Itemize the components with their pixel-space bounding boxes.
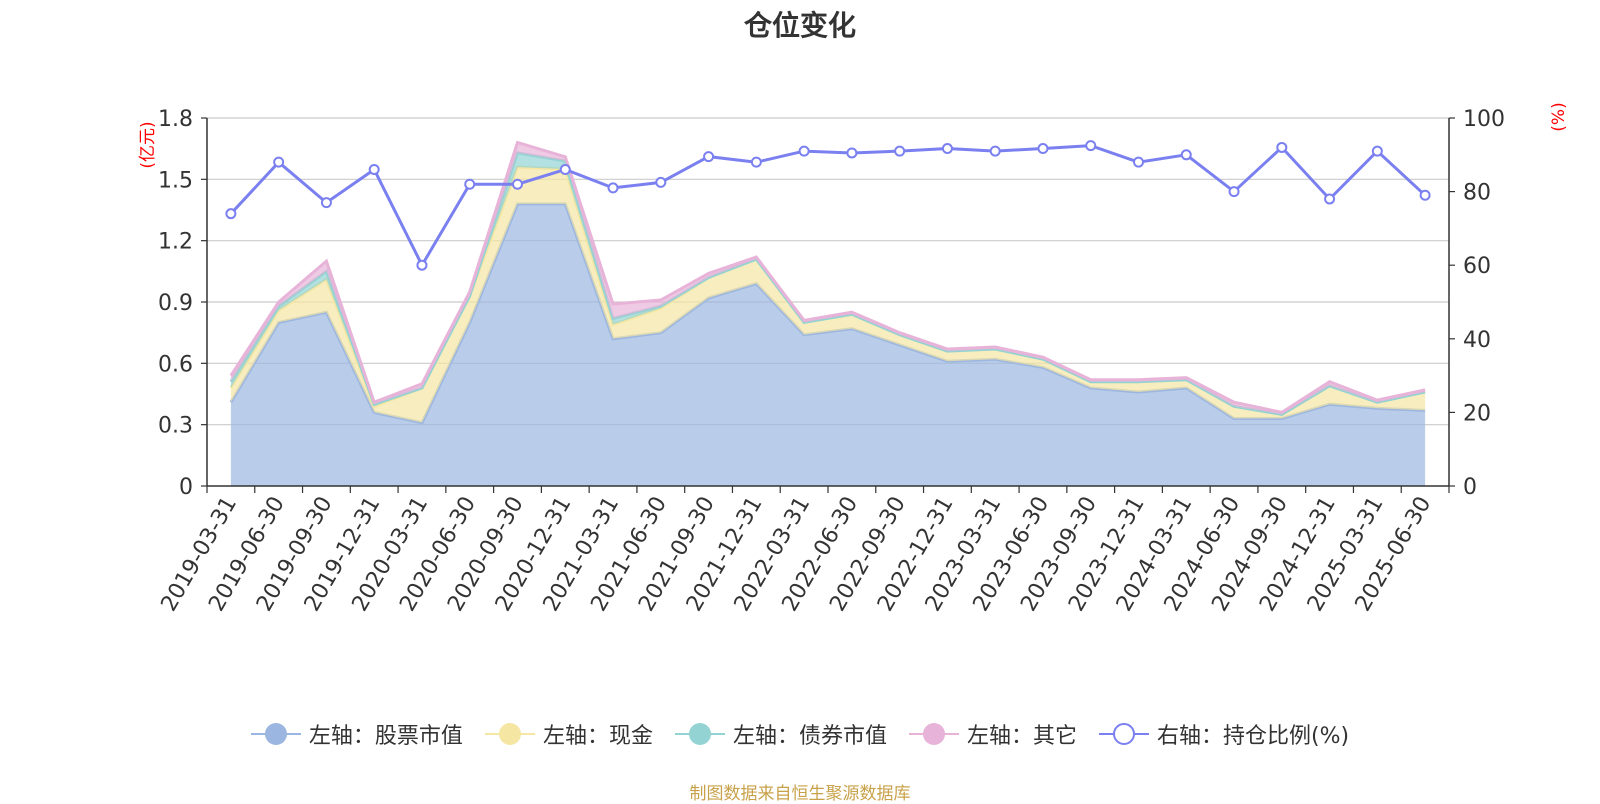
legend-label: 左轴：债券市值 (732, 724, 887, 749)
ratio-point[interactable] (559, 164, 571, 176)
ratio-point[interactable] (607, 182, 619, 194)
chart-title: 仓位变化 (743, 9, 856, 42)
ratio-point[interactable] (1133, 156, 1144, 168)
legend-item-cash[interactable]: 左轴：现金 (484, 718, 653, 750)
ratio-point[interactable] (368, 164, 380, 176)
chart-legend: 左轴：股票市值 左轴：现金 左轴：债券市值 左轴：其它 右轴：持仓比例(%) (0, 718, 1600, 750)
filled-circle-icon (908, 723, 959, 745)
ratio-point[interactable] (1419, 189, 1431, 201)
left-axis-unit: (亿元) (138, 121, 158, 168)
area-edge-other (229, 140, 1426, 414)
legend-item-other[interactable]: 左轴：其它 (908, 718, 1077, 750)
ratio-point[interactable] (1037, 143, 1049, 155)
legend-item-ratio[interactable]: 右轴：持仓比例(%) (1098, 718, 1350, 750)
legend-item-stock[interactable]: 左轴：股票市值 (250, 718, 463, 750)
ratio-point[interactable] (846, 147, 858, 159)
ratio-point[interactable] (1085, 140, 1097, 152)
ratio-point[interactable] (798, 145, 810, 157)
legend-label: 左轴：现金 (542, 724, 653, 749)
legend-label: 右轴：持仓比例(%) (1156, 724, 1350, 749)
ratio-point[interactable] (655, 176, 667, 188)
ratio-point[interactable] (1276, 141, 1288, 153)
filled-circle-icon (250, 723, 301, 745)
stacked-area-series (229, 140, 1426, 486)
right-axis-tick-label: 60 (1463, 254, 1491, 279)
ratio-point[interactable] (1228, 186, 1240, 198)
right-axis-tick-label: 0 (1463, 475, 1477, 500)
left-axis-tick-label: 0 (179, 475, 193, 500)
filled-circle-icon (674, 723, 725, 745)
ratio-point[interactable] (1180, 149, 1192, 161)
ratio-point[interactable] (989, 145, 1001, 157)
ratio-point[interactable] (894, 145, 906, 157)
legend-item-bond[interactable]: 左轴：债券市值 (674, 718, 887, 750)
ratio-point[interactable] (1371, 145, 1383, 157)
ratio-line (229, 144, 1427, 269)
legend-label: 左轴：其它 (966, 724, 1077, 749)
ratio-line-series (225, 140, 1431, 271)
hollow-circle-icon (1098, 723, 1149, 745)
left-axis-tick-label: 1.5 (158, 168, 193, 193)
ratio-point[interactable] (273, 156, 285, 168)
ratio-point[interactable] (464, 178, 476, 190)
left-axis-tick-label: 1.8 (158, 107, 193, 132)
right-axis-tick-label: 80 (1463, 181, 1491, 206)
ratio-point[interactable] (512, 178, 523, 190)
left-axis-tick-label: 0.9 (158, 291, 193, 316)
ratio-point[interactable] (1324, 193, 1336, 205)
right-axis-tick-label: 100 (1463, 107, 1505, 132)
left-axis-tick-label: 0.3 (158, 414, 193, 439)
right-axis-tick-label: 20 (1463, 401, 1491, 426)
ratio-point[interactable] (225, 208, 237, 220)
ratio-point[interactable] (703, 151, 715, 163)
right-axis-unit: (%) (1549, 102, 1569, 131)
filled-circle-icon (484, 723, 535, 745)
right-axis-tick-label: 40 (1463, 328, 1491, 353)
left-axis-tick-label: 0.6 (158, 352, 193, 377)
ratio-point[interactable] (416, 259, 428, 271)
ratio-point[interactable] (941, 143, 953, 155)
ratio-point[interactable] (320, 197, 332, 209)
left-axis-tick-label: 1.2 (158, 230, 193, 255)
ratio-point[interactable] (750, 156, 762, 168)
area-stock (230, 203, 1426, 486)
legend-label: 左轴：股票市值 (308, 724, 463, 749)
data-source-note: 制图数据来自恒生聚源数据库 (689, 784, 911, 804)
